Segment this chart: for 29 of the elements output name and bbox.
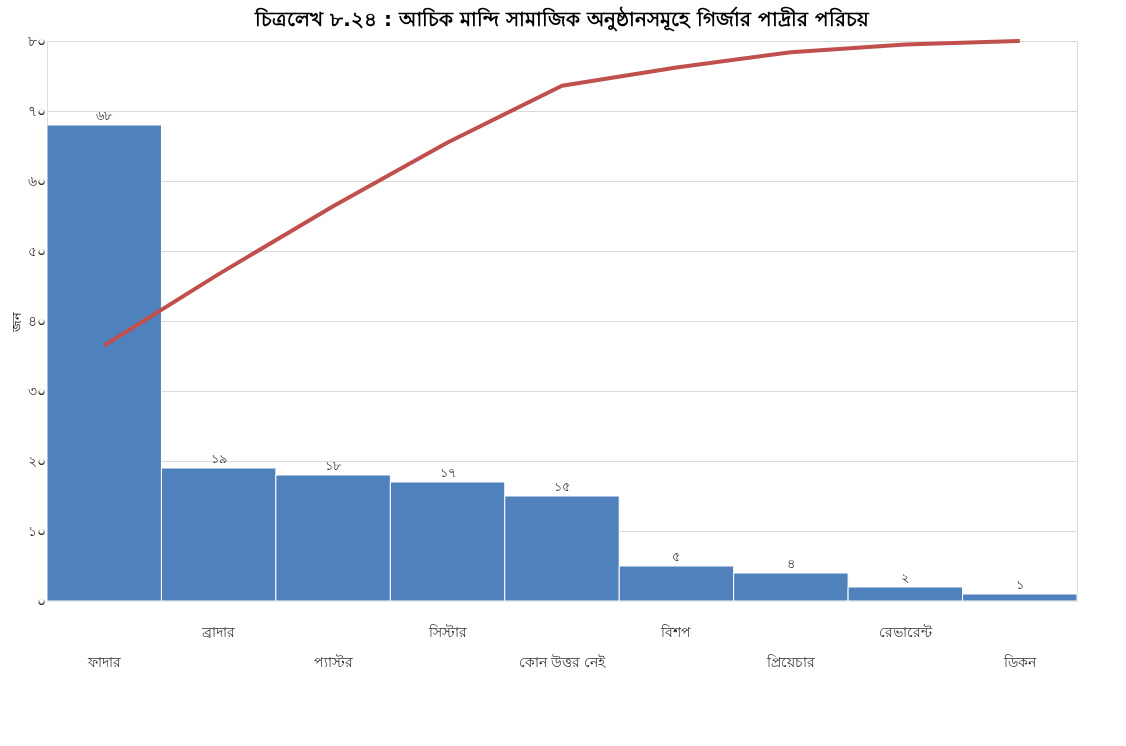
data-label: ২ <box>901 570 910 585</box>
x-tick-label: বিশপ <box>660 624 692 640</box>
x-tick-label: সিস্টার <box>427 624 467 640</box>
y-tick-label: ১০ <box>27 522 46 539</box>
x-tick-label: কোন উত্তর নেই <box>518 654 607 670</box>
data-label: ৬৮ <box>96 108 114 123</box>
data-label: ৫ <box>672 549 681 564</box>
y-tick-label: ৪০ <box>27 312 46 329</box>
data-label: ১৫ <box>554 479 570 494</box>
data-label: ১ <box>1015 577 1024 592</box>
x-tick-label: ব্রাদার <box>201 624 236 640</box>
x-tick-label: ফাদার <box>86 654 121 670</box>
y-tick-label: ০ <box>36 592 46 609</box>
y-tick-label: ৮০ <box>27 32 46 49</box>
data-label: ১৭ <box>439 465 456 480</box>
data-label: ১৮ <box>325 458 343 473</box>
y-axis-title: জন <box>8 311 24 333</box>
x-tick-label: প্যাস্টর <box>313 654 353 670</box>
y-tick-label: ৩০ <box>27 382 46 399</box>
y-tick-label: ৭০ <box>27 102 46 119</box>
y-tick-label: ৬০ <box>27 172 46 189</box>
chart-title: চিত্রলেখ ৮.২৪ : আচিক মান্দি সামাজিক অনুষ্ঠানসমূহে গির্জার পাদ্রীর পরিচয় <box>254 6 870 32</box>
y-tick-label: ৫০ <box>27 242 46 259</box>
x-tick-label: প্রিয়েচার <box>765 654 815 670</box>
x-tick-label: ডিকন <box>1002 654 1037 670</box>
data-label: ১৯ <box>210 451 227 466</box>
x-tick-label: রেভারেন্ট <box>878 624 933 640</box>
data-label: ৪ <box>786 556 795 571</box>
y-tick-label: ২০ <box>27 452 46 469</box>
